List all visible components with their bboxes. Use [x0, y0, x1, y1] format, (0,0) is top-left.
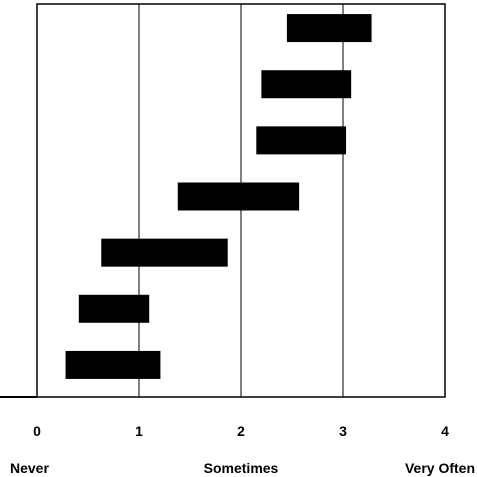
- x-tick-label: 4: [441, 423, 449, 439]
- x-tick-label: 1: [135, 423, 143, 439]
- plot-frame: [36, 3, 446, 398]
- range-bar: [177, 182, 300, 211]
- x-tick-label: 0: [33, 423, 41, 439]
- x-tick-label: 3: [339, 423, 347, 439]
- x-anchor-label: Very Often: [405, 460, 475, 476]
- range-bar: [256, 126, 347, 155]
- range-bar: [78, 294, 150, 323]
- bars: [65, 14, 372, 379]
- range-bar: [101, 238, 228, 267]
- x-anchor-label: Sometimes: [204, 460, 279, 476]
- x-tick-label: 2: [237, 423, 245, 439]
- range-bar: [65, 350, 161, 379]
- range-bar: [261, 70, 352, 99]
- x-anchor-labels: Never Sometimes Very Often: [10, 460, 475, 476]
- range-bar: [286, 14, 372, 43]
- x-anchor-label: Never: [10, 460, 49, 476]
- x-tick-labels: 0 1 2 3 4: [33, 423, 449, 439]
